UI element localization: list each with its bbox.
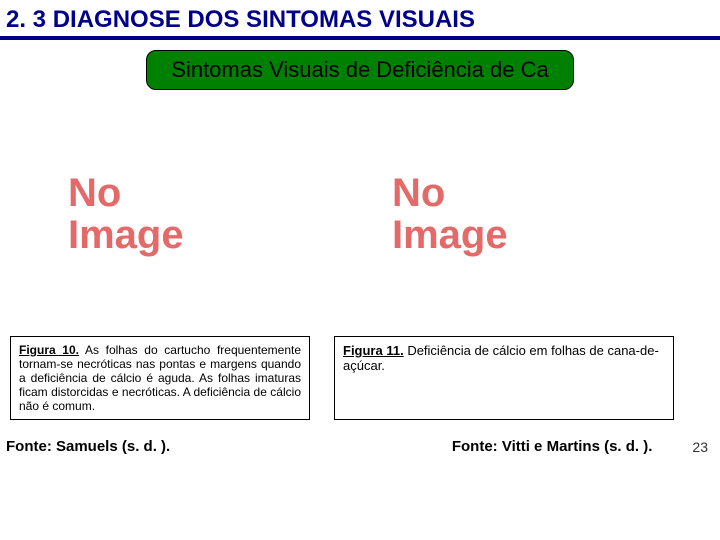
figure-label: Figura 10. bbox=[19, 343, 79, 357]
section-title: 2. 3 DIAGNOSE DOS SINTOMAS VISUAIS bbox=[0, 0, 720, 36]
figure-placeholder-1: No Image bbox=[48, 104, 348, 324]
captions-row: Figura 10. As folhas do cartucho frequen… bbox=[0, 336, 720, 420]
source-left: Fonte: Samuels (s. d. ). bbox=[6, 438, 170, 455]
source-right: Fonte: Vitti e Martins (s. d. ). bbox=[452, 438, 653, 455]
figure-caption-2: Figura 11. Deficiência de cálcio em folh… bbox=[334, 336, 674, 420]
page-number: 23 bbox=[692, 439, 708, 455]
sources-row: Fonte: Samuels (s. d. ). Fonte: Vitti e … bbox=[0, 438, 720, 455]
figure-caption-1: Figura 10. As folhas do cartucho frequen… bbox=[10, 336, 310, 420]
no-image-icon: No Image bbox=[392, 172, 508, 256]
figure-placeholder-2: No Image bbox=[372, 104, 672, 324]
figures-row: No Image No Image bbox=[0, 104, 720, 324]
banner-container: Sintomas Visuais de Deficiência de Ca bbox=[0, 50, 720, 90]
banner: Sintomas Visuais de Deficiência de Ca bbox=[146, 50, 573, 90]
no-image-icon: No Image bbox=[68, 172, 184, 256]
figure-label: Figura 11. bbox=[343, 343, 404, 358]
title-underline bbox=[0, 36, 720, 40]
